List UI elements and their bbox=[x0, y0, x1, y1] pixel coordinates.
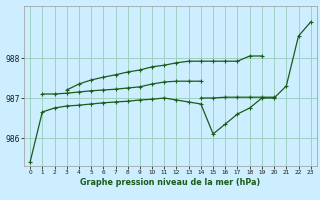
X-axis label: Graphe pression niveau de la mer (hPa): Graphe pression niveau de la mer (hPa) bbox=[80, 178, 260, 187]
